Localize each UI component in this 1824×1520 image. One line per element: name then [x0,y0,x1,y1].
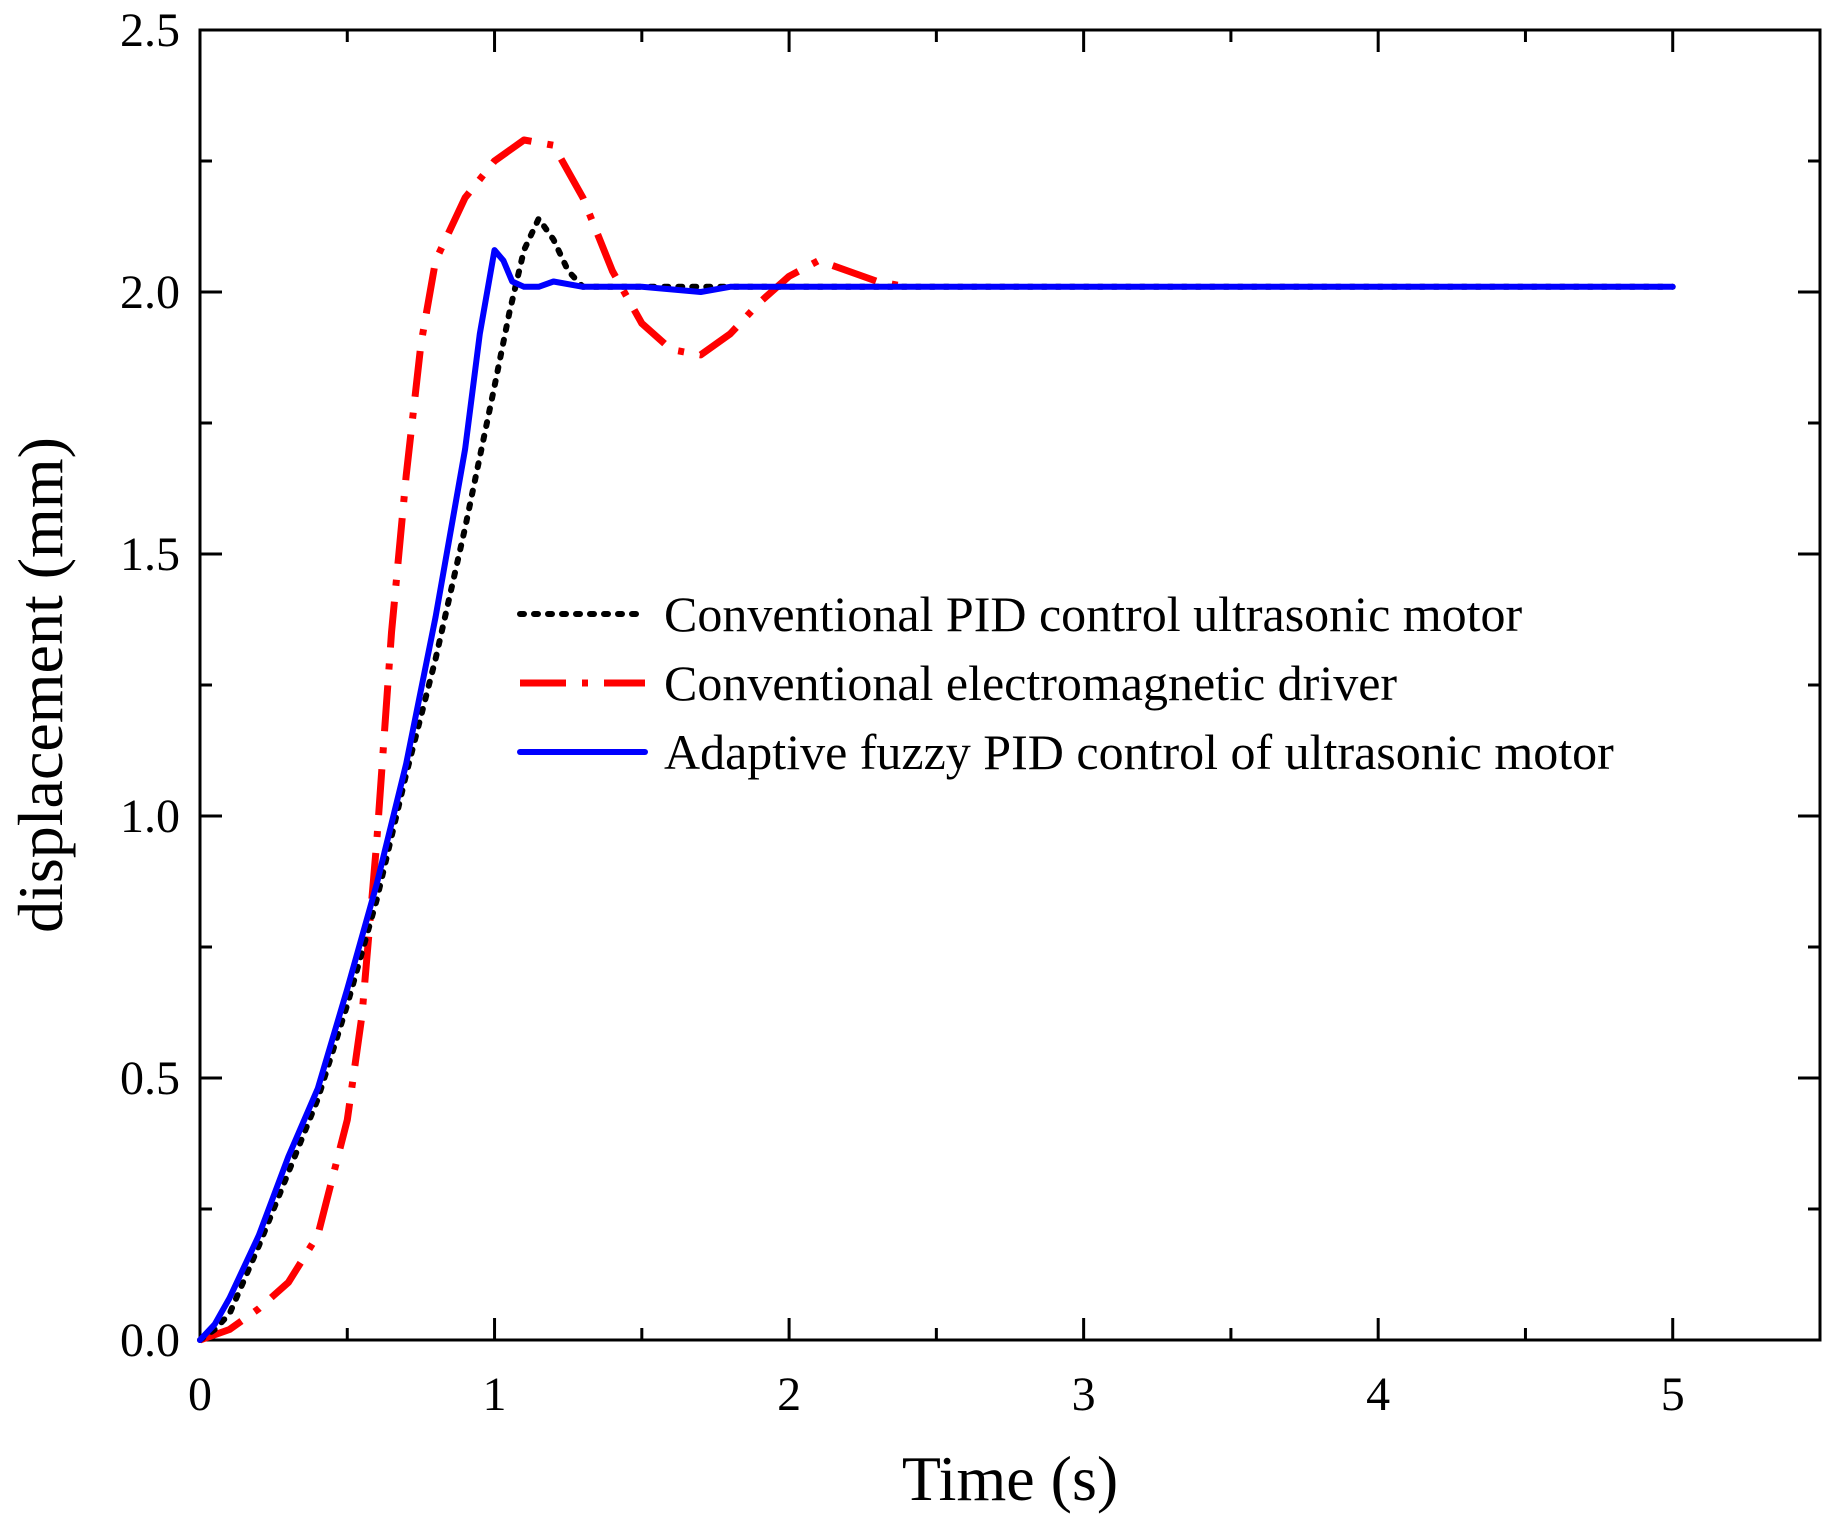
x-tick-label: 0 [188,1368,212,1421]
y-tick-label: 0.5 [120,1052,180,1105]
y-axis-title: displacement (mm) [5,437,76,933]
series-layer [197,136,1676,1344]
legend-label: Adaptive fuzzy PID control of ultrasonic… [664,724,1614,780]
x-tick-label: 4 [1366,1368,1390,1421]
x-tick-label: 5 [1661,1368,1685,1421]
y-tick-label: 1.5 [120,528,180,581]
legend-label: Conventional electromagnetic driver [664,655,1397,711]
x-tick-label: 1 [483,1368,507,1421]
series-line-2 [197,247,1676,1343]
y-tick-label: 2.0 [120,266,180,319]
x-axis-ticks: 0 1 2 3 4 5 [188,30,1822,1421]
y-tick-label: 1.0 [120,790,180,843]
y-axis-ticks: 0.0 0.5 1.0 1.5 2.0 2.5 [120,4,1820,1367]
legend: Conventional PID control ultrasonic moto… [517,586,1614,780]
x-axis-title: Time (s) [902,1443,1118,1514]
legend-label: Conventional PID control ultrasonic moto… [664,586,1523,642]
x-tick-label: 3 [1072,1368,1096,1421]
y-tick-label: 0.0 [120,1314,180,1367]
x-tick-label: 2 [777,1368,801,1421]
y-tick-label: 2.5 [120,4,180,57]
